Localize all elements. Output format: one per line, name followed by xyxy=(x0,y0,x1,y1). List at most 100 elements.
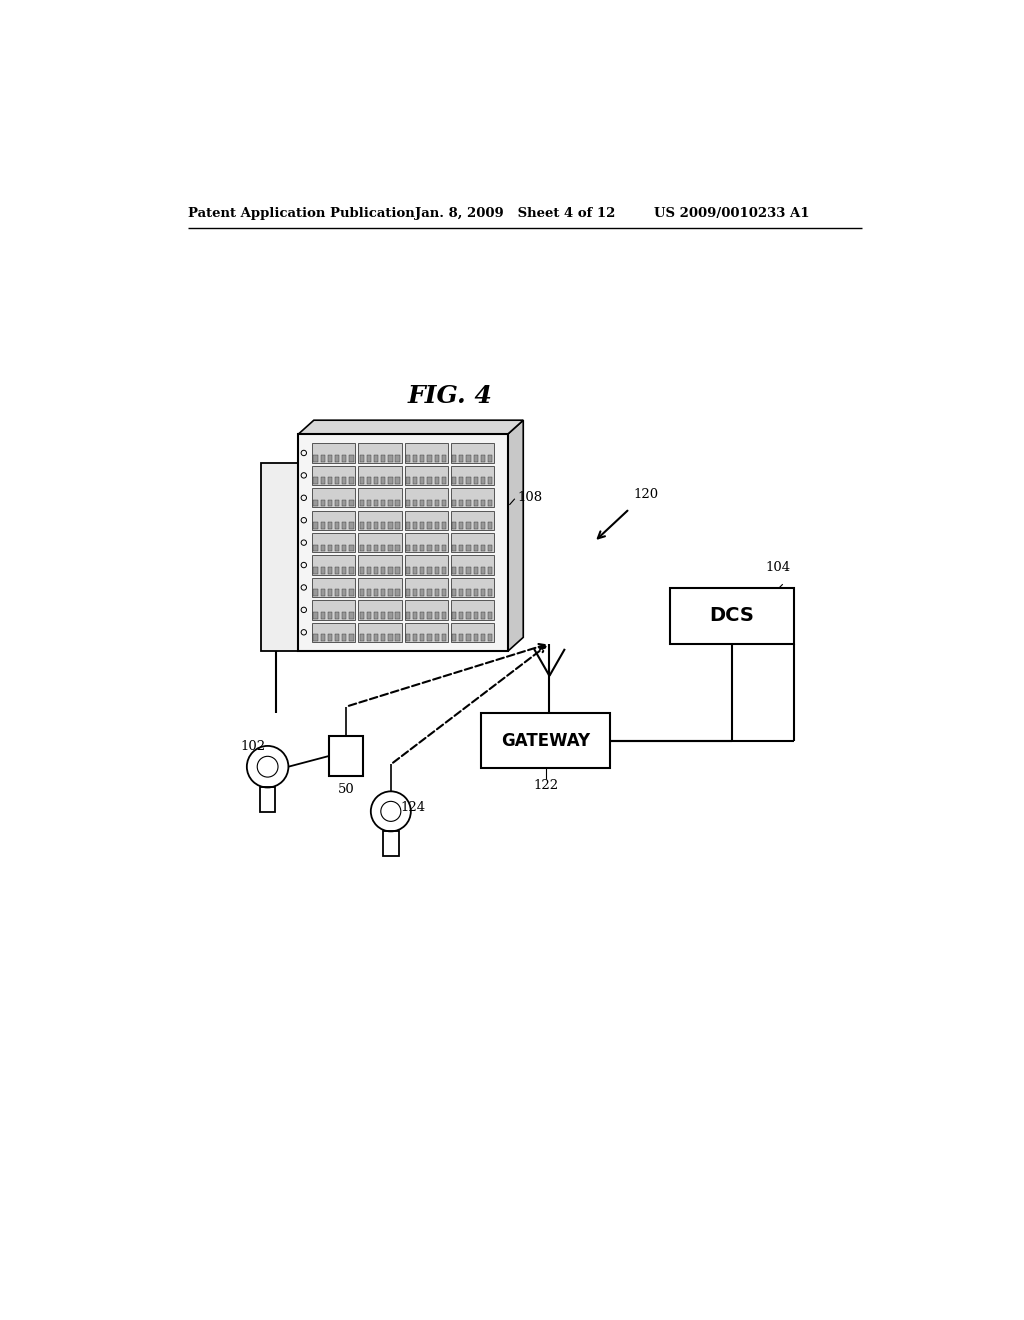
Bar xyxy=(473,455,478,462)
Bar xyxy=(441,611,446,619)
Bar xyxy=(367,455,371,462)
Bar xyxy=(335,545,339,552)
Polygon shape xyxy=(298,420,523,434)
Bar xyxy=(395,568,399,574)
Bar xyxy=(459,568,464,574)
Bar xyxy=(413,523,417,529)
Text: 124: 124 xyxy=(400,801,425,814)
Bar xyxy=(388,611,392,619)
Bar xyxy=(342,478,346,484)
Bar xyxy=(427,455,432,462)
Bar xyxy=(312,556,355,574)
Bar xyxy=(406,568,410,574)
Bar xyxy=(342,590,346,597)
Bar xyxy=(459,455,464,462)
Bar xyxy=(413,568,417,574)
Bar xyxy=(459,545,464,552)
Bar xyxy=(342,523,346,529)
Bar xyxy=(451,601,494,619)
Bar xyxy=(381,478,385,484)
Bar xyxy=(374,478,378,484)
Bar xyxy=(328,611,332,619)
Bar xyxy=(473,478,478,484)
Bar xyxy=(313,634,317,642)
Bar xyxy=(328,568,332,574)
Bar xyxy=(452,634,457,642)
Bar xyxy=(359,478,364,484)
Bar xyxy=(459,478,464,484)
Bar xyxy=(328,478,332,484)
Bar xyxy=(466,611,471,619)
Bar xyxy=(335,568,339,574)
Bar xyxy=(452,545,457,552)
Bar xyxy=(466,500,471,507)
Bar xyxy=(374,634,378,642)
Bar xyxy=(434,568,439,574)
Bar xyxy=(381,523,385,529)
Bar xyxy=(406,523,410,529)
Bar xyxy=(335,500,339,507)
Bar xyxy=(342,500,346,507)
Bar xyxy=(480,634,485,642)
Bar xyxy=(452,455,457,462)
Bar xyxy=(335,455,339,462)
Bar xyxy=(459,523,464,529)
Bar xyxy=(404,578,447,597)
Bar xyxy=(328,634,332,642)
Bar xyxy=(404,533,447,552)
Bar xyxy=(420,634,424,642)
Bar xyxy=(321,455,325,462)
Bar xyxy=(312,488,355,507)
Bar xyxy=(359,455,364,462)
Bar xyxy=(388,545,392,552)
Bar xyxy=(313,455,317,462)
Bar xyxy=(328,590,332,597)
Bar xyxy=(349,568,353,574)
Bar xyxy=(452,568,457,574)
Bar xyxy=(473,545,478,552)
Bar xyxy=(427,611,432,619)
Bar xyxy=(313,500,317,507)
Bar xyxy=(413,478,417,484)
Bar xyxy=(367,590,371,597)
Text: 102: 102 xyxy=(241,739,266,752)
Bar xyxy=(321,634,325,642)
Text: FIG. 4: FIG. 4 xyxy=(408,384,493,408)
Bar xyxy=(395,455,399,462)
Bar xyxy=(312,466,355,484)
Bar xyxy=(313,568,317,574)
Bar xyxy=(359,634,364,642)
Bar xyxy=(420,478,424,484)
Bar xyxy=(413,634,417,642)
Bar xyxy=(480,523,485,529)
Bar xyxy=(406,611,410,619)
Bar xyxy=(358,488,401,507)
Bar xyxy=(451,623,494,642)
Bar xyxy=(261,463,298,651)
Bar xyxy=(466,478,471,484)
Bar xyxy=(335,523,339,529)
Bar xyxy=(480,455,485,462)
Bar xyxy=(459,634,464,642)
Bar xyxy=(441,568,446,574)
Bar xyxy=(434,545,439,552)
Bar xyxy=(312,578,355,597)
Bar xyxy=(395,500,399,507)
Bar xyxy=(451,444,494,462)
Bar xyxy=(374,568,378,574)
Bar xyxy=(395,545,399,552)
Bar xyxy=(388,590,392,597)
Bar xyxy=(487,500,493,507)
Bar xyxy=(381,500,385,507)
Bar xyxy=(321,500,325,507)
Bar xyxy=(473,523,478,529)
Bar xyxy=(420,568,424,574)
Bar xyxy=(451,533,494,552)
Bar xyxy=(473,568,478,574)
Bar xyxy=(404,511,447,529)
Bar xyxy=(452,590,457,597)
Bar xyxy=(374,545,378,552)
Bar xyxy=(358,601,401,619)
Bar xyxy=(473,500,478,507)
Bar xyxy=(395,634,399,642)
